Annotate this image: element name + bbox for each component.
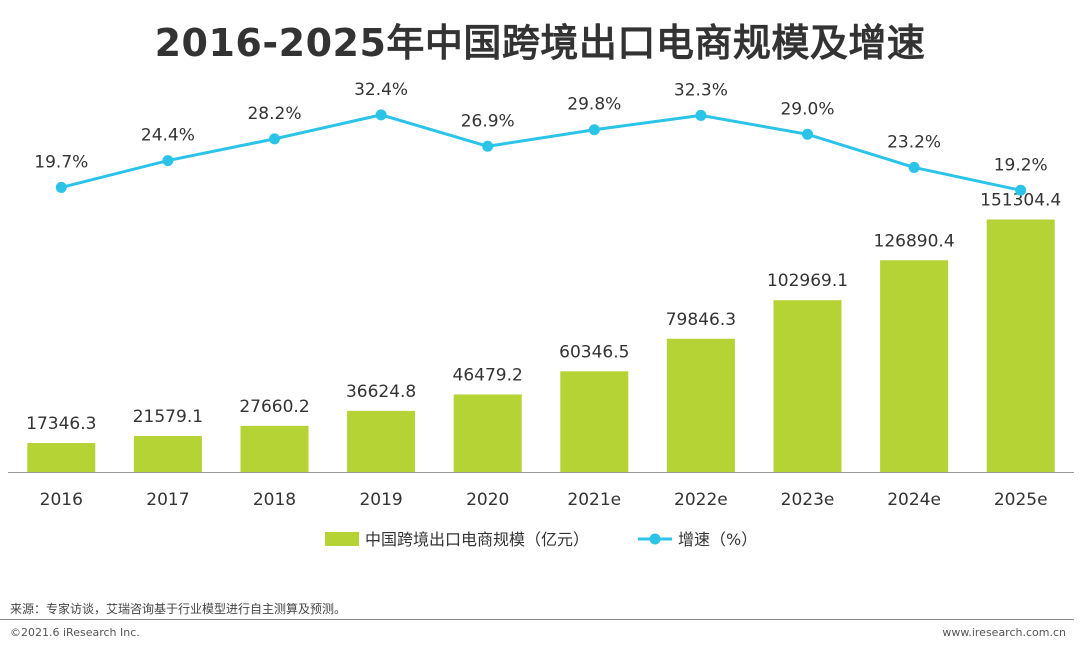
x-tick-label-2019: 2019 [359,490,402,510]
growth-label-2017: 24.4% [141,126,195,146]
x-tick-label-2023e: 2023e [781,490,835,510]
footer-divider [0,619,1074,620]
bar-label-2021e: 60346.5 [559,342,629,362]
chart-area: 17346.3 21579.1 27660.2 36624.8 46479.2 60346… [8,80,1074,549]
growth-point-2020 [482,140,494,152]
growth-point-2022e [695,109,707,121]
growth-point-2021e [588,124,600,136]
bar-label-2023e: 102969.1 [767,271,848,291]
growth-point-2019 [375,109,387,121]
chart-title: 2016-2025年中国跨境出口电商规模及增速 [154,21,926,65]
legend-line-marker [649,533,661,545]
legend-line-label: 增速（%） [678,530,757,549]
growth-label-2025e: 19.2% [994,155,1048,175]
bar-2021e [560,371,629,472]
growth-point-2018 [269,133,280,145]
x-tick-label-2025e: 2025e [994,490,1048,510]
bar-label-2022e: 79846.3 [666,310,736,330]
growth-label-2022e: 32.3% [674,80,728,100]
x-tick-label-2024e: 2024e [887,490,941,510]
bar-2016 [27,443,96,472]
bar-2023e [773,300,842,472]
x-tick-label-2020: 2020 [466,490,509,510]
bar-label-2025e: 151304.4 [980,191,1061,211]
growth-label-2021e: 29.8% [567,95,621,115]
x-tick-label-2016: 2016 [40,490,83,510]
growth-point-2016 [55,181,67,193]
growth-label-2016: 19.7% [34,152,88,172]
bar-2024e [880,260,949,472]
bar-label-2020: 46479.2 [453,365,523,385]
x-tick-label-2017: 2017 [146,490,189,510]
growth-label-2019: 32.4% [354,80,408,100]
bar-2018 [240,425,309,472]
growth-label-2023e: 29.0% [780,99,834,119]
bar-label-2016: 17346.3 [26,414,96,434]
growth-point-2025e [1015,184,1027,196]
growth-label-2024e: 23.2% [887,132,941,152]
legend-bar-swatch [325,532,359,546]
x-tick-label-2021e: 2021e [567,490,621,510]
growth-point-2017 [162,155,174,167]
bar-2025e [986,219,1055,472]
bar-label-2018: 27660.2 [239,397,309,417]
growth-label-2018: 28.2% [247,104,301,124]
bar-2017 [133,435,202,472]
source-note: 来源：专家访谈，艾瑞咨询基于行业模型进行自主测算及预测。 [10,602,347,616]
bar-2022e [666,338,735,472]
bar-2020 [453,394,522,472]
legend-bar-label: 中国跨境出口电商规模（亿元） [365,530,589,549]
growth-rate-line [60,113,1022,192]
x-tick-label-2022e: 2022e [674,490,728,510]
bar-2019 [347,410,416,472]
website-link[interactable]: www.iresearch.com.cn [942,626,1066,639]
growth-point-2024e [908,161,920,173]
growth-label-2020: 26.9% [461,111,515,131]
bar-label-2019: 36624.8 [346,382,416,402]
bar-label-2024e: 126890.4 [874,231,955,251]
x-tick-label-2018: 2018 [253,490,296,510]
growth-point-2023e [802,128,813,140]
bar-label-2017: 21579.1 [133,407,203,427]
copyright: ©2021.6 iResearch Inc. [10,626,140,639]
